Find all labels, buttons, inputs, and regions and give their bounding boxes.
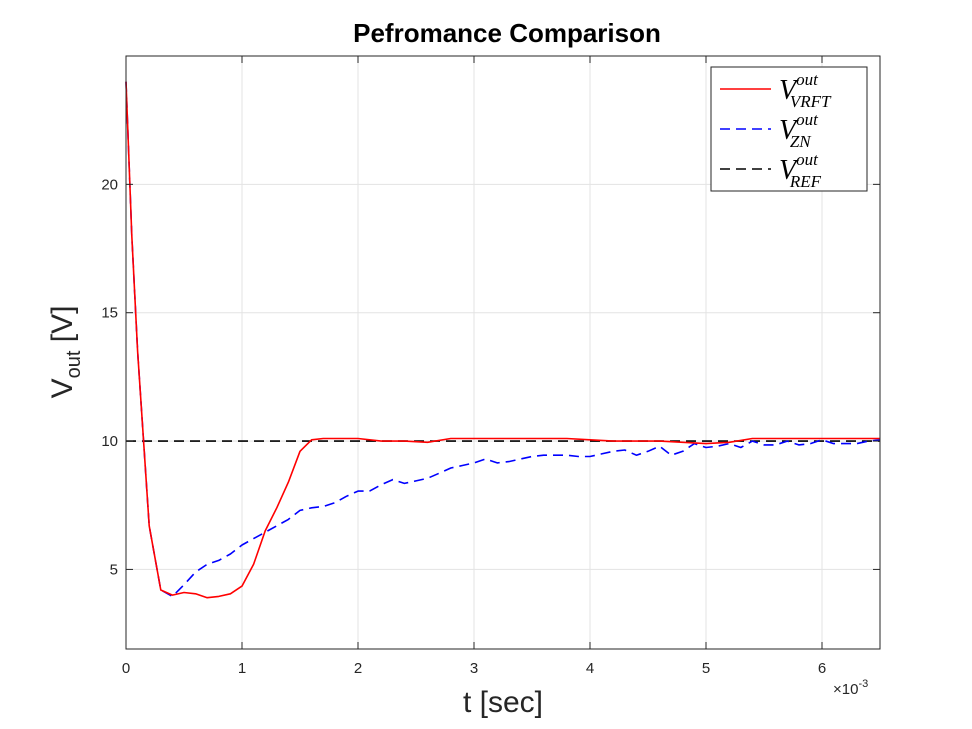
x-tick-label: 4 bbox=[586, 660, 594, 677]
series-layer bbox=[125, 81, 881, 599]
x-tick-label: 3 bbox=[470, 660, 478, 677]
y-axis-label-sub: out bbox=[63, 350, 85, 378]
x-tick-label: 2 bbox=[354, 660, 362, 677]
y-tick-label: 15 bbox=[101, 305, 118, 322]
series-line-zn bbox=[125, 81, 881, 598]
axes-frame bbox=[125, 55, 881, 650]
legend-vrft-sup: out bbox=[796, 70, 819, 89]
y-axis-label: Vout [V] bbox=[46, 306, 85, 399]
tick-marks bbox=[125, 56, 880, 649]
x-tick-labels: 0 1 2 3 4 5 6 bbox=[122, 660, 826, 677]
y-tick-label: 5 bbox=[110, 561, 118, 578]
legend-zn-main: V bbox=[779, 115, 799, 146]
legend-ref-sup: out bbox=[796, 150, 819, 169]
y-tick-labels: 5 10 15 20 bbox=[101, 176, 118, 578]
legend-label-vrft: Vout VRFT bbox=[779, 70, 832, 111]
x-exponent-label: ×10-3 bbox=[833, 678, 868, 698]
x-exponent-prefix: ×10 bbox=[833, 681, 858, 698]
legend-label-ref: Vout REF bbox=[779, 150, 822, 191]
legend-ref-sub: REF bbox=[789, 172, 822, 191]
chart-title: Pefromance Comparison bbox=[353, 18, 661, 48]
legend-vrft-main: V bbox=[779, 75, 799, 106]
legend-zn-sup: out bbox=[796, 110, 819, 129]
x-tick-label: 1 bbox=[238, 660, 246, 677]
legend: Vout VRFT Vout ZN Vout REF bbox=[710, 66, 868, 192]
y-axis-label-unit: [V] bbox=[46, 306, 79, 351]
x-axis-label: t [sec] bbox=[463, 686, 543, 719]
series-line-vrft bbox=[125, 81, 880, 599]
legend-ref-main: V bbox=[779, 155, 799, 186]
x-tick-label: 0 bbox=[122, 660, 130, 677]
y-tick-label: 10 bbox=[101, 433, 118, 450]
x-tick-label: 6 bbox=[818, 660, 826, 677]
legend-zn-sub: ZN bbox=[790, 132, 812, 151]
y-tick-label: 20 bbox=[101, 176, 118, 193]
y-axis-label-main: V bbox=[46, 378, 79, 398]
legend-vrft-sub: VRFT bbox=[790, 92, 832, 111]
legend-label-zn: Vout ZN bbox=[779, 110, 819, 151]
x-tick-label: 5 bbox=[702, 660, 710, 677]
x-exponent-value: -3 bbox=[858, 678, 868, 690]
